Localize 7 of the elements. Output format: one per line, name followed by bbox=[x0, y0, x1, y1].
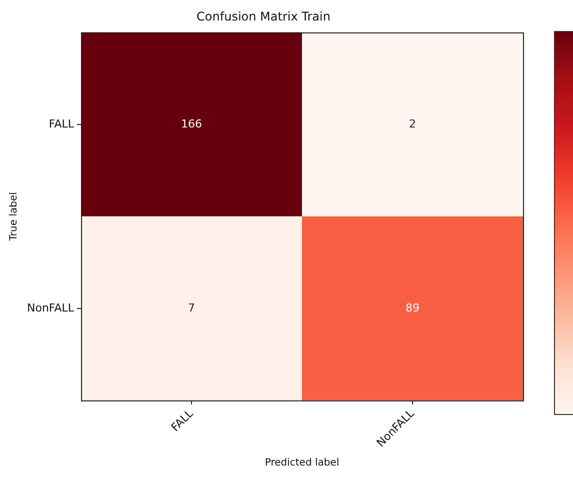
y-axis-title: True label bbox=[8, 192, 20, 242]
data-label: 166 bbox=[181, 117, 202, 130]
x-axis-title: Predicted label bbox=[264, 458, 340, 469]
data-label: 89 bbox=[406, 301, 420, 314]
chart-title: Confusion Matrix Train bbox=[196, 9, 330, 24]
data-label: 7 bbox=[188, 301, 196, 314]
data-label: 2 bbox=[409, 117, 416, 130]
